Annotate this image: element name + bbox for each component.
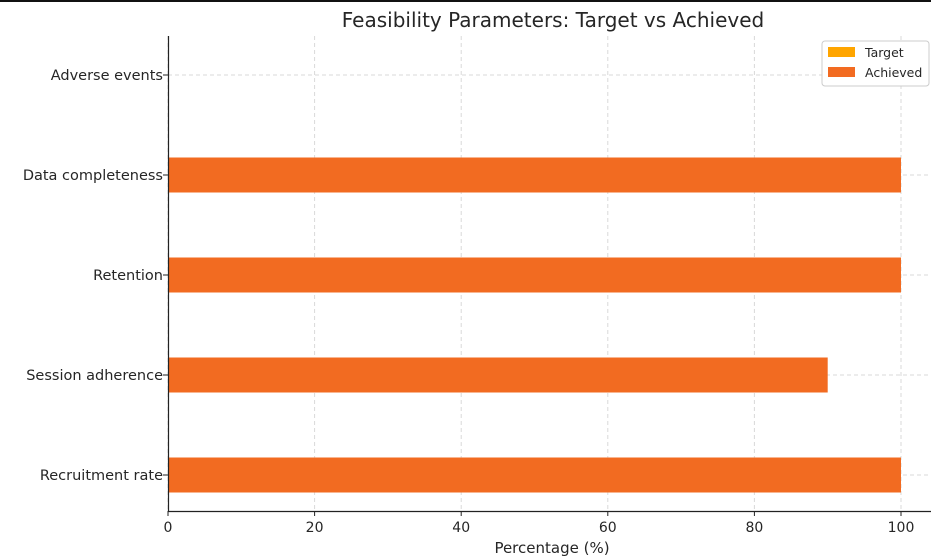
y-tick-label: Adverse events [51,68,163,84]
legend-swatch-achieved [828,67,855,77]
y-tick-label: Session adherence [26,368,163,384]
bars-group [168,157,901,493]
y-tick-label: Recruitment rate [40,468,163,484]
top-border-line [0,0,931,2]
x-tick-label: 60 [599,520,617,536]
y-ticks-group: Recruitment rate Session adherence Retenti… [23,68,168,484]
legend-label-target: Target [864,45,904,60]
x-tick-label: 100 [888,520,915,536]
bar-achieved [168,157,901,193]
legend-label-achieved: Achieved [865,65,922,80]
legend-swatch-target [828,47,855,57]
chart-title: Feasibility Parameters: Target vs Achiev… [342,8,764,32]
y-tick-label: Retention [93,268,163,284]
x-ticks-group: 0 20 40 60 80 100 [164,511,915,536]
x-tick-label: 80 [745,520,763,536]
axes-group [167,36,931,513]
legend: Target Achieved [821,40,930,87]
y-tick-label: Data completeness [23,168,163,184]
bar-achieved [168,457,901,493]
x-tick-label: 20 [306,520,324,536]
x-axis-label: Percentage (%) [494,539,609,557]
bar-achieved [168,357,828,393]
bar-achieved [168,257,901,293]
x-tick-label: 40 [452,520,470,536]
x-tick-label: 0 [164,520,173,536]
